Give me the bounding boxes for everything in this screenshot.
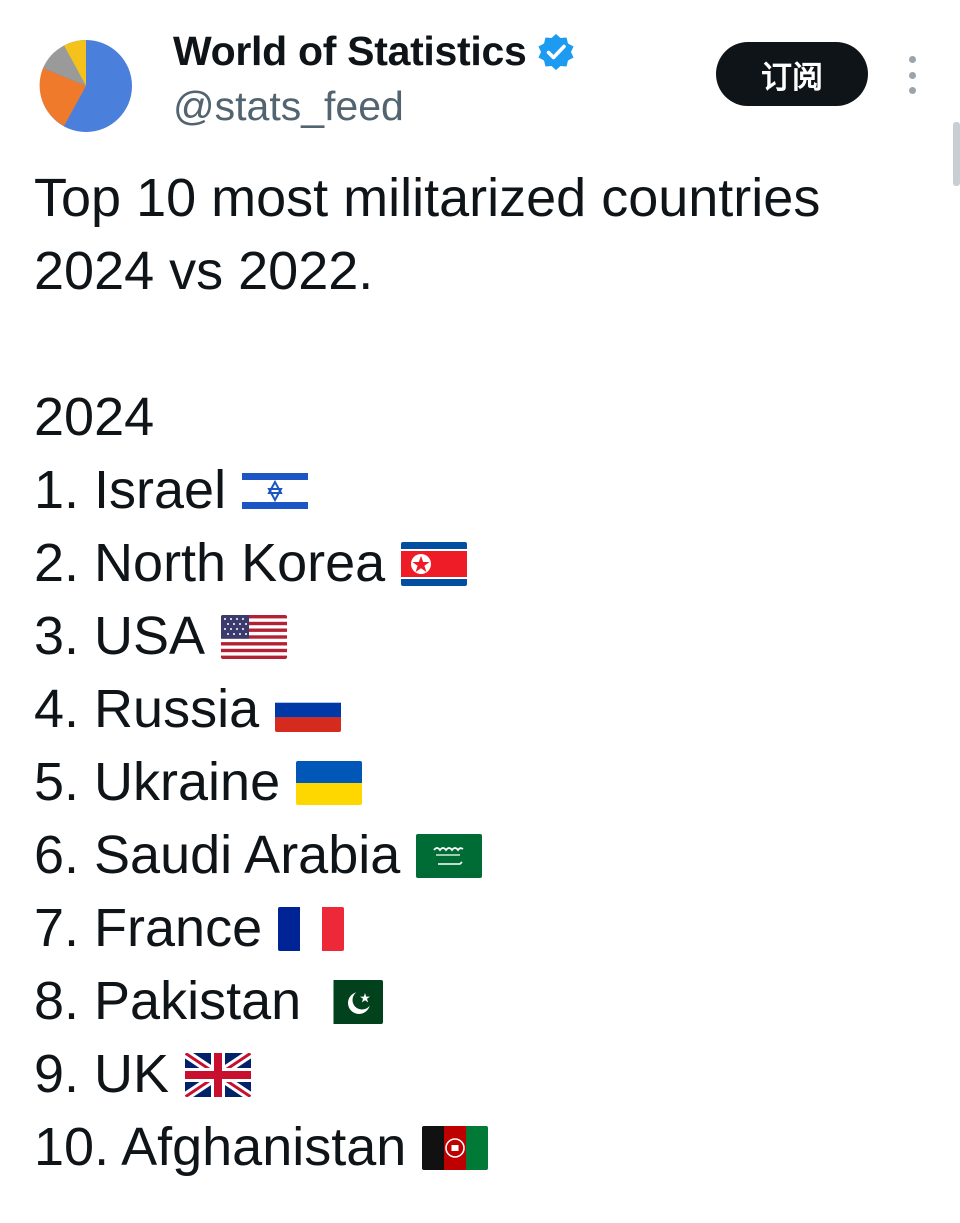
israel-flag-icon	[242, 468, 309, 513]
russia-flag-icon	[275, 687, 342, 732]
list-item: 9. UK	[34, 1038, 934, 1111]
list-item: 10. Afghanistan	[34, 1111, 934, 1184]
more-dot	[908, 87, 916, 94]
scrollbar-thumb[interactable]	[953, 122, 960, 186]
list-item: 6. Saudi Arabia	[34, 819, 934, 892]
list-item: 3. USA	[34, 600, 934, 673]
list-item: 4. Russia	[34, 673, 934, 746]
more-dot	[908, 56, 916, 63]
ranking-text: 10. Afghanistan	[34, 1117, 407, 1177]
france-flag-icon	[278, 906, 345, 951]
avatar[interactable]	[38, 38, 134, 134]
ranking-text: 6. Saudi Arabia	[34, 825, 401, 885]
ranking-text: 3. USA	[34, 606, 206, 666]
verified-badge-icon	[538, 33, 574, 70]
blank-line	[34, 308, 934, 381]
ranking-text: 1. Israel	[34, 460, 227, 520]
more-vertical-icon[interactable]	[900, 56, 924, 94]
tweet-headline-line2: 2024 vs 2022.	[34, 241, 374, 301]
ukraine-flag-icon	[296, 760, 363, 805]
author-display-name[interactable]: World of Statistics	[173, 28, 527, 74]
tweet-headline-line1: Top 10 most militarized countries	[34, 168, 821, 228]
list-item: 7. France	[34, 892, 934, 965]
more-dot	[908, 71, 916, 79]
list-item: 5. Ukraine	[34, 746, 934, 819]
saudi-arabia-flag-icon	[416, 833, 483, 878]
uk-flag-icon	[185, 1052, 252, 1097]
author-handle[interactable]: @stats_feed	[173, 83, 404, 129]
list-item: 8. Pakistan	[34, 965, 934, 1038]
subscribe-button[interactable]: 订阅	[716, 42, 868, 106]
ranking-text: 2. North Korea	[34, 533, 386, 593]
ranking-text: 5. Ukraine	[34, 752, 281, 812]
usa-flag-icon	[221, 614, 288, 659]
year-label: 2024	[34, 387, 155, 447]
ranking-text: 7. France	[34, 898, 263, 958]
north-korea-flag-icon	[401, 541, 468, 586]
pie-chart-logo-icon	[39, 40, 132, 132]
afghanistan-flag-icon	[422, 1125, 489, 1170]
tweet-text: Top 10 most militarized countries 2024 v…	[34, 162, 934, 1184]
list-item: 2. North Korea	[34, 527, 934, 600]
author-name-row[interactable]: World of Statistics	[173, 28, 576, 75]
list-item: 1. Israel	[34, 454, 934, 527]
pakistan-flag-icon	[317, 979, 384, 1024]
ranking-text: 4. Russia	[34, 679, 260, 739]
ranking-text: 8. Pakistan	[34, 971, 302, 1031]
ranking-text: 9. UK	[34, 1044, 170, 1104]
